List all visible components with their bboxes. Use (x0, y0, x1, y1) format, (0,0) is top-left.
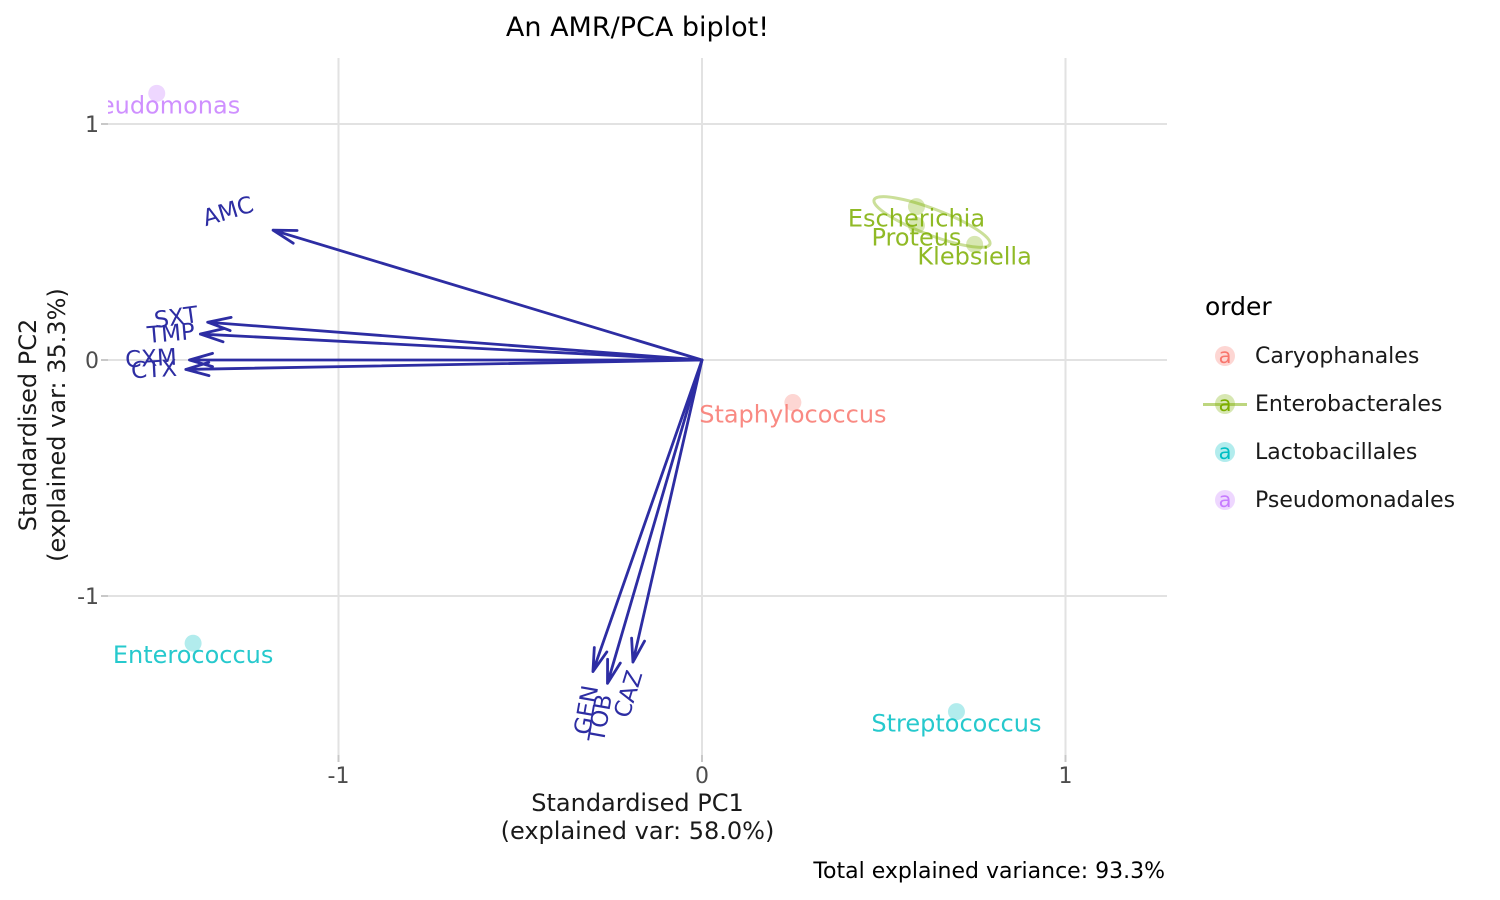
legend-key-letter: a (1218, 392, 1232, 416)
caption: Total explained variance: 93.3% (813, 859, 1165, 884)
point-label-escherichia: Escherichia (848, 205, 985, 233)
legend-item-label: Enterobacterales (1255, 391, 1443, 417)
loading-label-tmp: TMP (145, 319, 196, 349)
point-streptococcus (947, 703, 965, 721)
legend-key-letter: a (1218, 488, 1232, 512)
loading-label-sxt: SXT (153, 302, 201, 334)
legend-key-line (1203, 403, 1247, 406)
point-label-enterococcus: Enterococcus (113, 641, 274, 669)
legend-key-icon: a (1205, 342, 1245, 370)
point-label-proteus: Proteus (871, 223, 961, 251)
legend-key-point (1215, 346, 1235, 366)
legend-item-pseudomonadales: a Pseudomonadales (1205, 476, 1455, 524)
legend-key-icon: a (1205, 438, 1245, 466)
legend-key-point (1215, 490, 1235, 510)
legend-item-caryophanales: a Caryophanales (1205, 332, 1455, 380)
legend-key-icon: a (1205, 486, 1245, 514)
chart-title: An AMR/PCA biplot! (505, 12, 770, 43)
x-tick-label-1: 0 (695, 764, 709, 789)
loading-label-ctx: CTX (130, 356, 177, 384)
legend-items: a Caryophanales a Enterobacterales a Lactobac… (1203, 332, 1455, 524)
point-label-pseudomonas: Pseudomonas (73, 91, 240, 119)
legend-item-label: Lactobacillales (1255, 439, 1418, 465)
loading-arrow-tob (606, 358, 704, 685)
legend-key-letter: a (1218, 344, 1232, 368)
x-tick-label-0: -1 (328, 764, 350, 789)
loading-label-amc: AMC (200, 192, 257, 232)
point-escherichia (907, 198, 925, 216)
loading-label-cxm: CXM (125, 345, 178, 374)
point-klebsiella (966, 235, 984, 253)
loading-arrow-tmp (198, 327, 704, 362)
loading-label-caz: CAZ (610, 668, 649, 721)
legend-item-lactobacillales: a Lactobacillales (1205, 428, 1455, 476)
point-pseudomonas (148, 84, 166, 102)
point-label-streptococcus: Streptococcus (871, 710, 1041, 738)
sample-points (148, 84, 984, 721)
panel-content: AMCSXTTMPCXMCTXCAZTOBGENPseudomonasEsche… (73, 84, 1041, 745)
legend: order a Caryophanales a Enterobacterales a La… (1203, 292, 1455, 524)
legend-key-point (1215, 442, 1235, 462)
y-axis-title: Standardised PC2 (explained var: 35.3%) (14, 255, 74, 595)
legend-key-point (1215, 394, 1235, 414)
y-tick-label-2: -1 (77, 585, 99, 610)
loading-arrow-caz (630, 358, 704, 664)
loading-arrow-amc (271, 228, 704, 362)
legend-title: order (1205, 292, 1272, 321)
legend-item-enterobacterales: a Enterobacterales (1203, 380, 1455, 428)
x-axis-title: Standardised PC1 (explained var: 58.0%) (108, 789, 1167, 845)
x-axis-title-line1: Standardised PC1 (531, 789, 744, 817)
x-axis-title-line2: (explained var: 58.0%) (500, 817, 775, 845)
point-proteus (907, 216, 925, 234)
x-tick-label-2: 1 (1059, 764, 1073, 789)
point-staphylococcus (784, 393, 802, 411)
point-enterococcus (184, 634, 202, 652)
point-label-klebsiella: Klebsiella (917, 242, 1031, 270)
legend-item-label: Pseudomonadales (1255, 487, 1456, 513)
tick-labels: -1 0 1 1 0 -1 (77, 113, 1072, 789)
y-tick-label-0: 1 (85, 113, 99, 138)
legend-item-label: Caryophanales (1255, 343, 1420, 369)
y-axis-title-line2: (explained var: 35.3%) (43, 288, 71, 562)
loading-arrow-ctx (184, 358, 704, 378)
y-tick-label-1: 0 (85, 349, 99, 374)
point-label-staphylococcus: Staphylococcus (699, 400, 886, 428)
loading-arrow-gen (591, 358, 704, 673)
legend-key-icon: a (1203, 390, 1247, 418)
loading-arrows (184, 228, 704, 685)
legend-key-letter: a (1218, 440, 1232, 464)
y-axis-title-line1: Standardised PC2 (14, 318, 42, 532)
confidence-ellipse-enterobacterales (872, 195, 992, 249)
axis-ticks (101, 123, 1067, 762)
